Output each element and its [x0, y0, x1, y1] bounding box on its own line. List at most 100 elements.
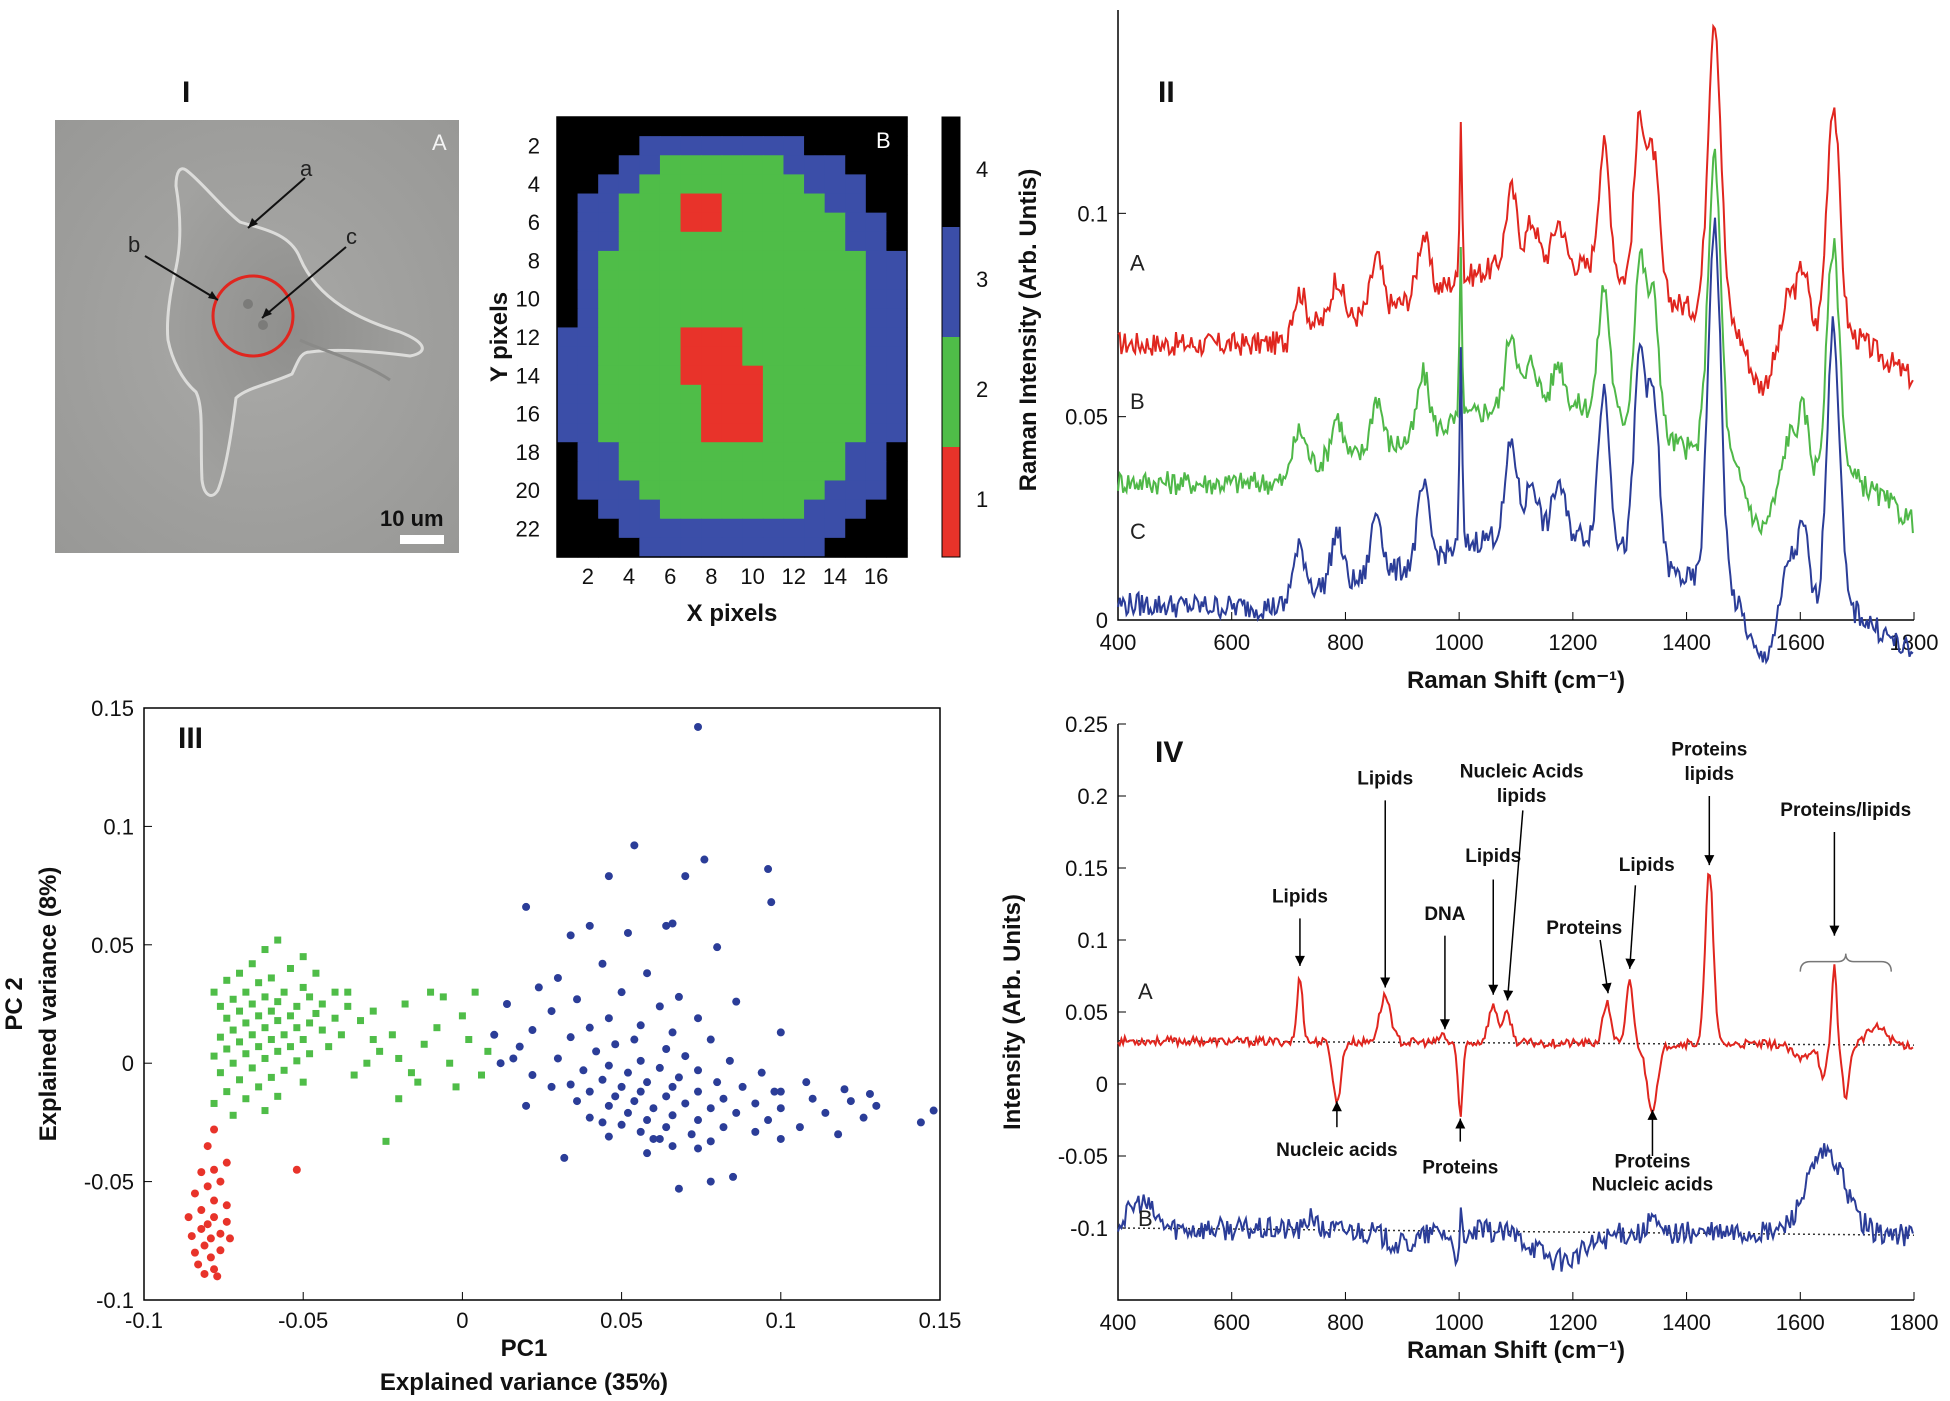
map-cell	[701, 327, 723, 348]
pca-point	[681, 1052, 690, 1061]
map-cell	[721, 308, 743, 329]
pca-point	[655, 1002, 664, 1011]
pca-point	[210, 988, 218, 996]
pca-point	[706, 1104, 715, 1113]
map-cell	[577, 308, 599, 329]
spectra-xtick-label: 800	[1327, 630, 1364, 655]
map-cell	[824, 499, 846, 520]
map-cell	[618, 518, 640, 539]
pca-point	[585, 1087, 594, 1096]
map-cell	[845, 403, 867, 424]
map-cell	[742, 384, 764, 405]
loadings-xtick-label: 400	[1100, 1310, 1137, 1335]
map-cell	[762, 461, 785, 482]
map-cell	[845, 117, 867, 137]
pca-point	[630, 841, 639, 850]
map-cell	[865, 461, 888, 482]
pca-point	[242, 1050, 250, 1058]
pca-point	[261, 1024, 269, 1032]
pca-point	[719, 1094, 728, 1103]
map-cell	[639, 193, 661, 214]
map-cell	[618, 499, 640, 520]
map-cell	[680, 174, 702, 195]
pca-point	[401, 1000, 409, 1008]
map-cell	[762, 231, 785, 252]
map-cell	[598, 231, 620, 252]
annotation-label: lipids	[1685, 764, 1735, 785]
map-cell	[742, 518, 764, 539]
map-cell	[639, 537, 661, 558]
map-cell	[618, 155, 640, 175]
map-cell	[824, 423, 846, 443]
map-cell	[701, 461, 723, 482]
pca-point	[579, 1066, 588, 1075]
map-xtick-label: 16	[864, 564, 888, 589]
pca-point	[255, 979, 263, 987]
map-cell	[639, 461, 661, 482]
map-cell	[762, 537, 785, 558]
pca-point	[255, 1043, 263, 1051]
map-cell	[742, 327, 764, 348]
map-cell	[618, 289, 640, 309]
pca-xtick-label: 0.05	[600, 1308, 643, 1333]
map-cell	[701, 365, 723, 386]
map-cell	[659, 250, 682, 271]
pca-point	[662, 1123, 671, 1132]
pca-point	[248, 1000, 256, 1008]
pca-point	[414, 1078, 422, 1086]
spectra-xtick-label: 1600	[1776, 630, 1825, 655]
map-cell	[783, 461, 805, 482]
map-cell	[639, 212, 661, 233]
map-cell	[557, 365, 579, 386]
map-cell	[886, 155, 908, 175]
map-cell	[557, 250, 579, 271]
pca-point	[312, 1009, 320, 1017]
map-cell	[762, 270, 785, 290]
pca-point	[662, 921, 671, 930]
map-cell	[639, 174, 661, 195]
pca-point	[255, 1083, 263, 1091]
map-cell	[721, 461, 743, 482]
map-cell	[639, 308, 661, 329]
pca-point	[395, 1095, 403, 1103]
map-cell	[845, 423, 867, 443]
loadings-ytick-label: 0.2	[1077, 784, 1108, 809]
map-letter: B	[876, 128, 891, 153]
loadings-xtick-label: 800	[1327, 1310, 1364, 1335]
pca-point	[484, 1047, 492, 1055]
map-cell	[618, 270, 640, 290]
loadings-ytick-label: 0.15	[1065, 856, 1108, 881]
pca-point	[617, 1120, 626, 1129]
map-cell	[886, 308, 908, 329]
map-cell	[742, 537, 764, 558]
map-xtick-label: 6	[664, 564, 676, 589]
label-a: a	[300, 156, 313, 181]
map-cell	[577, 117, 599, 137]
pca-point	[636, 1087, 645, 1096]
map-cell	[659, 403, 682, 424]
map-cell	[762, 136, 785, 156]
colorbar-segment	[942, 227, 960, 338]
pca-point	[210, 1125, 219, 1134]
map-cell	[721, 346, 743, 367]
map-cell	[721, 518, 743, 539]
map-cell	[845, 174, 867, 195]
map-cell	[845, 461, 867, 482]
map-cell	[845, 518, 867, 539]
pca-point	[306, 993, 314, 1001]
spectrum-label-B: B	[1130, 389, 1145, 414]
map-cell	[598, 365, 620, 386]
pca-point	[452, 1083, 460, 1091]
pca-point	[598, 1118, 607, 1127]
map-cell	[557, 499, 579, 520]
loadings-xtick-label: 1400	[1662, 1310, 1711, 1335]
map-cell	[824, 365, 846, 386]
pca-point	[694, 1144, 703, 1153]
pca-point	[363, 1059, 371, 1067]
map-cell	[598, 537, 620, 558]
pca-point	[674, 1073, 683, 1082]
map-cell	[721, 212, 743, 233]
pca-point	[834, 1130, 843, 1139]
map-cell	[598, 136, 620, 156]
pca-point	[528, 1071, 537, 1080]
